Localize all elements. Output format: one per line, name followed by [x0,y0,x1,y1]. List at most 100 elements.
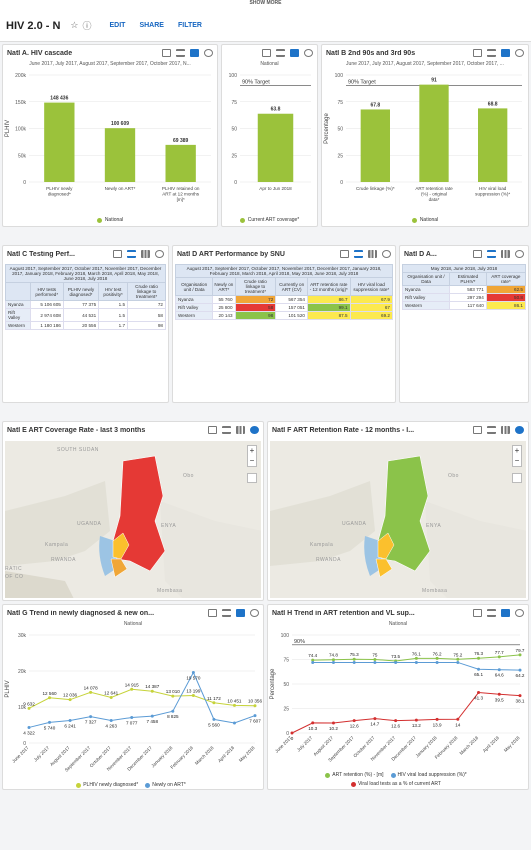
map-canvas[interactable]: SOUTH SUDAN Obo UGANDA Kampala ENYA RWAN… [5,441,261,598]
interpretation-icon[interactable] [473,49,482,57]
edit-button[interactable]: EDIT [109,22,126,29]
chart-view-icon[interactable] [501,250,510,258]
panel-art-coverage: National 100 75 50 25 0 90% Target 63.8 Apr to … [221,44,318,227]
legend-item[interactable]: Viral load tests as a % of current ART [351,781,441,787]
chart-view-icon[interactable] [290,49,299,57]
x-tick-label: Newly on ART* [105,186,136,191]
layers-icon[interactable] [247,473,257,483]
data-label: 13 010 [166,689,180,694]
y-tick-label: 0 [23,741,26,747]
y-tick-label: 25 [337,153,343,159]
table-view-icon[interactable] [487,49,496,57]
data-point [414,660,418,664]
map-label: OF CO [5,574,24,580]
column-header: Organisation unit / Data [401,272,451,286]
table-cell: 67 [349,303,394,312]
interpretation-icon[interactable] [262,49,271,57]
chart-view-icon[interactable] [190,49,199,57]
zoom-in-button[interactable]: + [514,446,520,455]
data-label: 39.5 [495,697,504,702]
map-view-icon[interactable] [250,609,259,617]
table-cell: 117 640 [449,301,487,310]
zoom-out-button[interactable]: − [514,456,520,465]
interpretation-icon[interactable] [162,49,171,57]
table-row: Rift Valley 25 800 58 157 051 99.1 67 [174,303,394,312]
map-view-icon[interactable] [204,49,213,57]
show-more-link[interactable]: SHOW MORE [249,0,282,6]
interpretation-icon[interactable] [340,250,349,258]
chart-view-icon[interactable] [368,250,377,258]
interpretation-icon[interactable] [473,250,482,258]
zoom-in-button[interactable]: + [249,446,255,455]
data-point [352,657,356,661]
data-point [150,714,154,718]
data-label: 148 436 [50,96,68,102]
filter-button[interactable]: FILTER [177,22,202,29]
table-view-icon[interactable] [487,250,496,258]
zoom-out-button[interactable]: − [249,456,255,465]
x-tick-label: PLHIV retained on ART at 12 months [m]* [162,186,200,202]
interpretation-icon[interactable] [208,426,217,434]
interpretation-icon[interactable] [113,250,122,258]
map-view-icon[interactable] [515,426,524,434]
art-coverage-chart: 100 75 50 25 0 90% Target 63.8 Apr to Jun 2018 [229,73,311,191]
star-icon[interactable]: ☆ [70,20,79,30]
map-view-icon[interactable] [155,250,164,258]
map-view-icon[interactable] [250,426,259,434]
interpretation-icon[interactable] [473,426,482,434]
table-view-icon[interactable] [176,49,185,57]
info-icon[interactable]: ⓘ [82,21,92,31]
chart-legend: ART retention (%) - [m] HIV viral load su… [268,772,528,787]
legend-swatch [390,772,396,778]
y-tick-label: 75 [283,658,289,664]
legend-item[interactable]: PLHIV newly diagnosed* [76,782,138,788]
share-button[interactable]: SHARE [139,22,164,29]
table-view-icon[interactable] [354,250,363,258]
panel-title: Natl D ART Performance by SNU [177,250,285,258]
y-tick-label: 200k [15,73,26,79]
table-cell: 58 [234,303,277,312]
table-cell: Western [5,321,31,330]
table-cell: 297 294 [449,293,487,302]
map-view-icon[interactable] [515,250,524,258]
map-canvas[interactable]: Obo UGANDA Kampala ENYA RWANDA Mombasa +… [270,441,526,598]
legend-item[interactable]: Newly on ART* [145,782,186,788]
chart-view-icon[interactable] [141,250,150,258]
table-view-icon[interactable] [487,609,496,617]
data-point [518,653,522,657]
table-view-icon[interactable] [276,49,285,57]
chart-view-icon[interactable] [236,609,245,617]
interpretation-icon[interactable] [208,609,217,617]
column-header: Organisation unit / Data [174,277,214,296]
layers-icon[interactable] [512,473,522,483]
table-view-icon[interactable] [487,426,496,434]
chart-view-icon[interactable] [501,609,510,617]
table-view-icon[interactable] [127,250,136,258]
chart-view-icon[interactable] [236,426,245,434]
legend-item[interactable]: ART retention (%) - [m] [325,772,384,778]
map-view-icon[interactable] [515,609,524,617]
map-label: RWANDA [316,557,341,563]
chart-view-icon[interactable] [501,49,510,57]
panel-testing-performance: Natl C Testing Perf... August 2017, Sept… [2,245,169,403]
western-region [377,532,395,560]
data-label: 13.2 [412,723,421,728]
panel-trend-retention-vl: Natl H Trend in ART retention and VL sup… [267,604,529,790]
table-view-icon[interactable] [222,426,231,434]
map-view-icon[interactable] [382,250,391,258]
data-label: 79.7 [516,648,525,653]
map-view-icon[interactable] [304,49,313,57]
legend-item[interactable]: HIV viral load suppression (%)* [390,772,467,778]
panel-title: Natl B 2nd 90s and 3rd 90s [326,49,416,57]
panel-title: Natl C Testing Perf... [7,250,75,258]
table-view-icon[interactable] [222,609,231,617]
data-label: 14 [455,722,461,727]
table-cell: 44 531 [62,308,100,322]
data-label: 10.3 [308,726,317,731]
map-view-icon[interactable] [515,49,524,57]
interpretation-icon[interactable] [473,609,482,617]
legend-label: National [104,217,124,223]
data-point [89,690,93,694]
chart-view-icon[interactable] [501,426,510,434]
show-more-bar[interactable]: SHOW MORE [0,0,531,10]
